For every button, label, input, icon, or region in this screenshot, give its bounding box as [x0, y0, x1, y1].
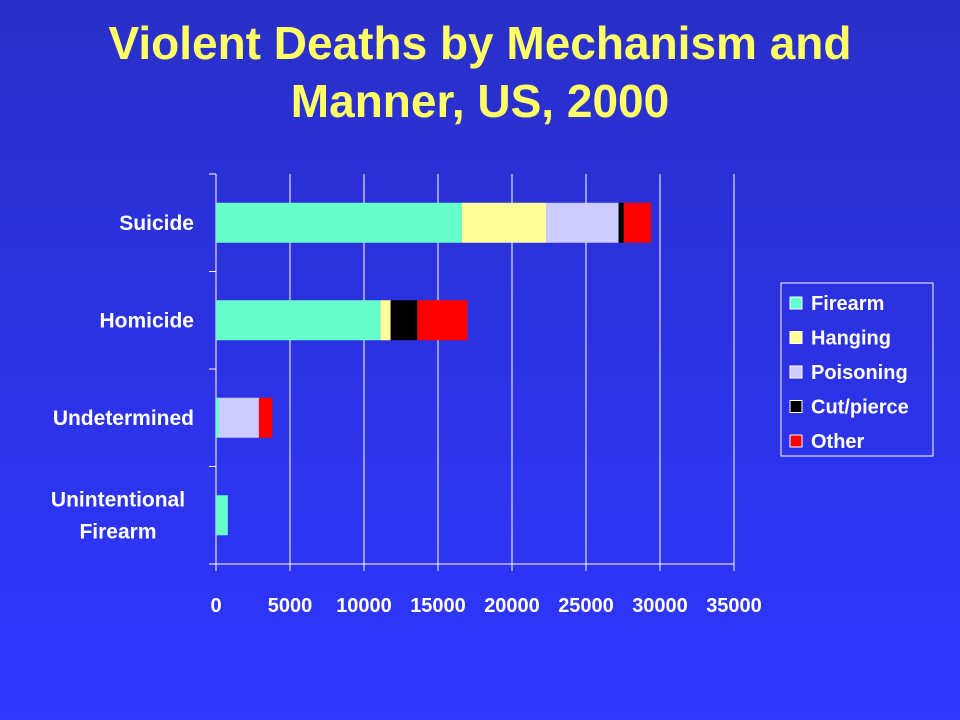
bar-suicide-poisoning	[546, 202, 619, 243]
category-labels: Suicide Homicide Undetermined Unintentional…	[51, 212, 194, 544]
x-tick-label: 15000	[410, 595, 466, 617]
x-tick-label: 35000	[706, 595, 762, 617]
bar-suicide-firearm	[216, 202, 462, 243]
bar-homicide-firearm	[216, 300, 381, 341]
legend-swatch-other	[789, 434, 803, 448]
slide-title: Violent Deaths by Mechanism and Manner, …	[0, 14, 960, 130]
tick-labels: 0 5000 10000 15000 20000 25000 30000 35000	[210, 595, 761, 617]
category-label: Suicide	[119, 212, 194, 235]
legend-label: Firearm	[811, 293, 884, 315]
legend-swatch-cut-pierce	[789, 400, 803, 413]
legend-label: Hanging	[811, 328, 891, 350]
category-label: Undetermined	[53, 407, 194, 430]
bar-undetermined-firearm	[216, 397, 219, 438]
title-line-2: Manner, US, 2000	[290, 75, 670, 127]
bar-suicide-other	[623, 202, 652, 243]
bar-undetermined-other	[258, 397, 273, 438]
category-label: Homicide	[99, 309, 194, 332]
category-label: Unintentional	[51, 488, 185, 511]
legend-swatch-firearm	[789, 296, 803, 310]
legend: Firearm Hanging Poisoning Cut/pierce Other	[780, 282, 934, 457]
legend-swatch-poisoning	[789, 365, 803, 379]
x-tick-label: 0	[210, 595, 221, 617]
bars	[216, 202, 652, 536]
legend-swatch-hanging	[789, 331, 803, 344]
bar-homicide-other	[417, 300, 468, 341]
title-line-1: Violent Deaths by Mechanism and	[108, 17, 852, 69]
legend-box	[780, 282, 934, 457]
legend-label: Cut/pierce	[811, 397, 909, 419]
bar-suicide-hanging	[461, 202, 547, 243]
x-tick-label: 5000	[268, 595, 313, 617]
x-tick-label: 25000	[558, 595, 614, 617]
legend-label: Poisoning	[811, 362, 908, 384]
legend-label: Other	[811, 431, 865, 453]
bar-homicide-hanging	[380, 300, 391, 341]
bar-homicide-cut-pierce	[390, 300, 418, 341]
x-tick-label: 30000	[632, 595, 688, 617]
x-tick-label: 10000	[336, 595, 392, 617]
bar-undetermined-poisoning	[218, 397, 259, 438]
bar-suicide-cut-pierce	[618, 202, 624, 243]
bar-unintentional-firearm-firearm	[216, 495, 228, 536]
category-label: Firearm	[79, 520, 156, 543]
x-tick-label: 20000	[484, 595, 540, 617]
